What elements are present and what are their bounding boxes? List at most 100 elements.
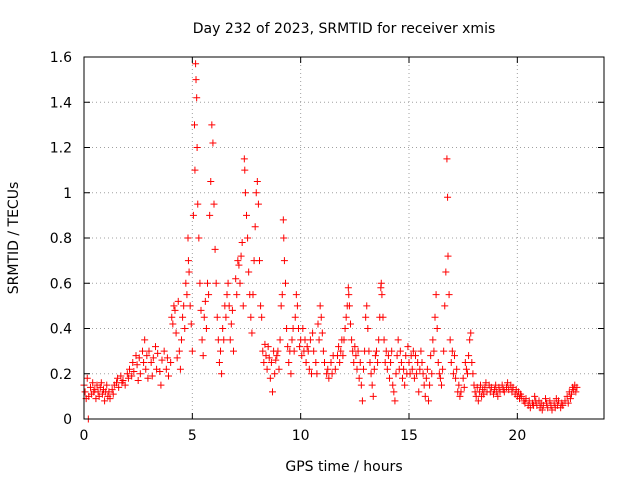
data-point — [253, 177, 261, 185]
data-point — [278, 291, 286, 299]
data-point — [298, 352, 306, 360]
data-point — [341, 325, 349, 332]
data-point — [415, 388, 423, 396]
data-point — [466, 336, 474, 344]
data-point — [339, 352, 347, 360]
data-point — [417, 347, 425, 355]
data-point — [169, 320, 177, 328]
data-point — [200, 313, 208, 321]
data-point — [193, 144, 201, 151]
data-point — [158, 356, 166, 364]
data-point — [147, 358, 155, 366]
data-point — [209, 139, 217, 147]
data-point — [440, 347, 448, 355]
data-point — [140, 358, 148, 366]
data-point — [266, 374, 274, 382]
data-point — [279, 216, 287, 224]
data-point — [425, 397, 432, 405]
data-point — [245, 268, 253, 276]
data-point — [207, 177, 215, 185]
data-point — [109, 390, 117, 398]
data-point — [469, 370, 477, 378]
data-point — [192, 76, 200, 84]
data-point — [163, 354, 171, 362]
data-point — [373, 347, 380, 355]
data-point — [182, 279, 190, 287]
data-point — [412, 352, 419, 360]
data-point — [340, 336, 348, 344]
data-point — [210, 200, 218, 208]
data-point — [431, 313, 439, 321]
data-point — [445, 291, 453, 299]
data-point — [345, 291, 353, 299]
data-point — [284, 343, 292, 351]
data-point — [538, 406, 546, 414]
data-point — [328, 370, 336, 378]
data-points — [80, 60, 581, 423]
y-tick-label: 0 — [63, 412, 72, 428]
data-point — [263, 365, 271, 373]
data-point — [272, 356, 280, 364]
data-point — [305, 365, 313, 373]
data-point — [356, 358, 364, 366]
data-point — [211, 245, 219, 253]
data-point — [108, 386, 116, 394]
data-point — [494, 392, 502, 400]
data-point — [500, 388, 508, 396]
data-point — [181, 325, 189, 332]
data-point — [215, 358, 223, 366]
data-point — [198, 336, 206, 344]
data-point — [461, 358, 469, 366]
data-point — [468, 358, 476, 366]
data-point — [234, 257, 242, 265]
data-point — [264, 343, 272, 351]
data-point — [318, 329, 326, 337]
data-point — [316, 302, 324, 310]
data-point — [269, 388, 276, 396]
data-point — [81, 388, 89, 396]
data-point — [446, 336, 454, 344]
data-point — [212, 279, 220, 287]
data-point — [405, 358, 413, 366]
data-point — [325, 374, 333, 382]
data-point — [353, 365, 361, 373]
data-point — [321, 358, 328, 366]
data-point — [195, 234, 203, 242]
data-point — [457, 388, 465, 396]
data-point — [259, 347, 267, 355]
data-point — [205, 291, 213, 299]
data-point — [345, 302, 353, 310]
data-point — [260, 358, 268, 366]
data-point — [277, 302, 285, 310]
data-point — [134, 377, 142, 385]
data-point — [148, 372, 156, 380]
data-point — [126, 365, 133, 373]
data-point — [421, 392, 429, 400]
data-point — [226, 336, 234, 344]
data-point — [176, 365, 184, 373]
grid — [84, 57, 604, 419]
data-point — [313, 370, 321, 378]
y-tick-label: 1 — [63, 186, 72, 202]
data-point — [396, 347, 404, 355]
data-point — [401, 381, 409, 389]
data-point — [191, 166, 199, 174]
data-point — [365, 347, 373, 355]
data-point — [293, 302, 301, 310]
data-point — [248, 329, 256, 337]
data-point — [351, 343, 359, 351]
data-point — [275, 365, 283, 373]
y-tick-label: 0.2 — [50, 367, 72, 383]
data-point — [452, 374, 460, 382]
data-point — [244, 234, 252, 242]
data-point — [410, 374, 418, 382]
data-point — [383, 365, 391, 373]
data-point — [393, 352, 401, 360]
data-point — [170, 302, 178, 310]
data-point — [103, 381, 111, 389]
data-point — [368, 381, 376, 389]
data-point — [94, 388, 102, 396]
data-point — [443, 155, 451, 163]
data-point — [379, 313, 387, 321]
